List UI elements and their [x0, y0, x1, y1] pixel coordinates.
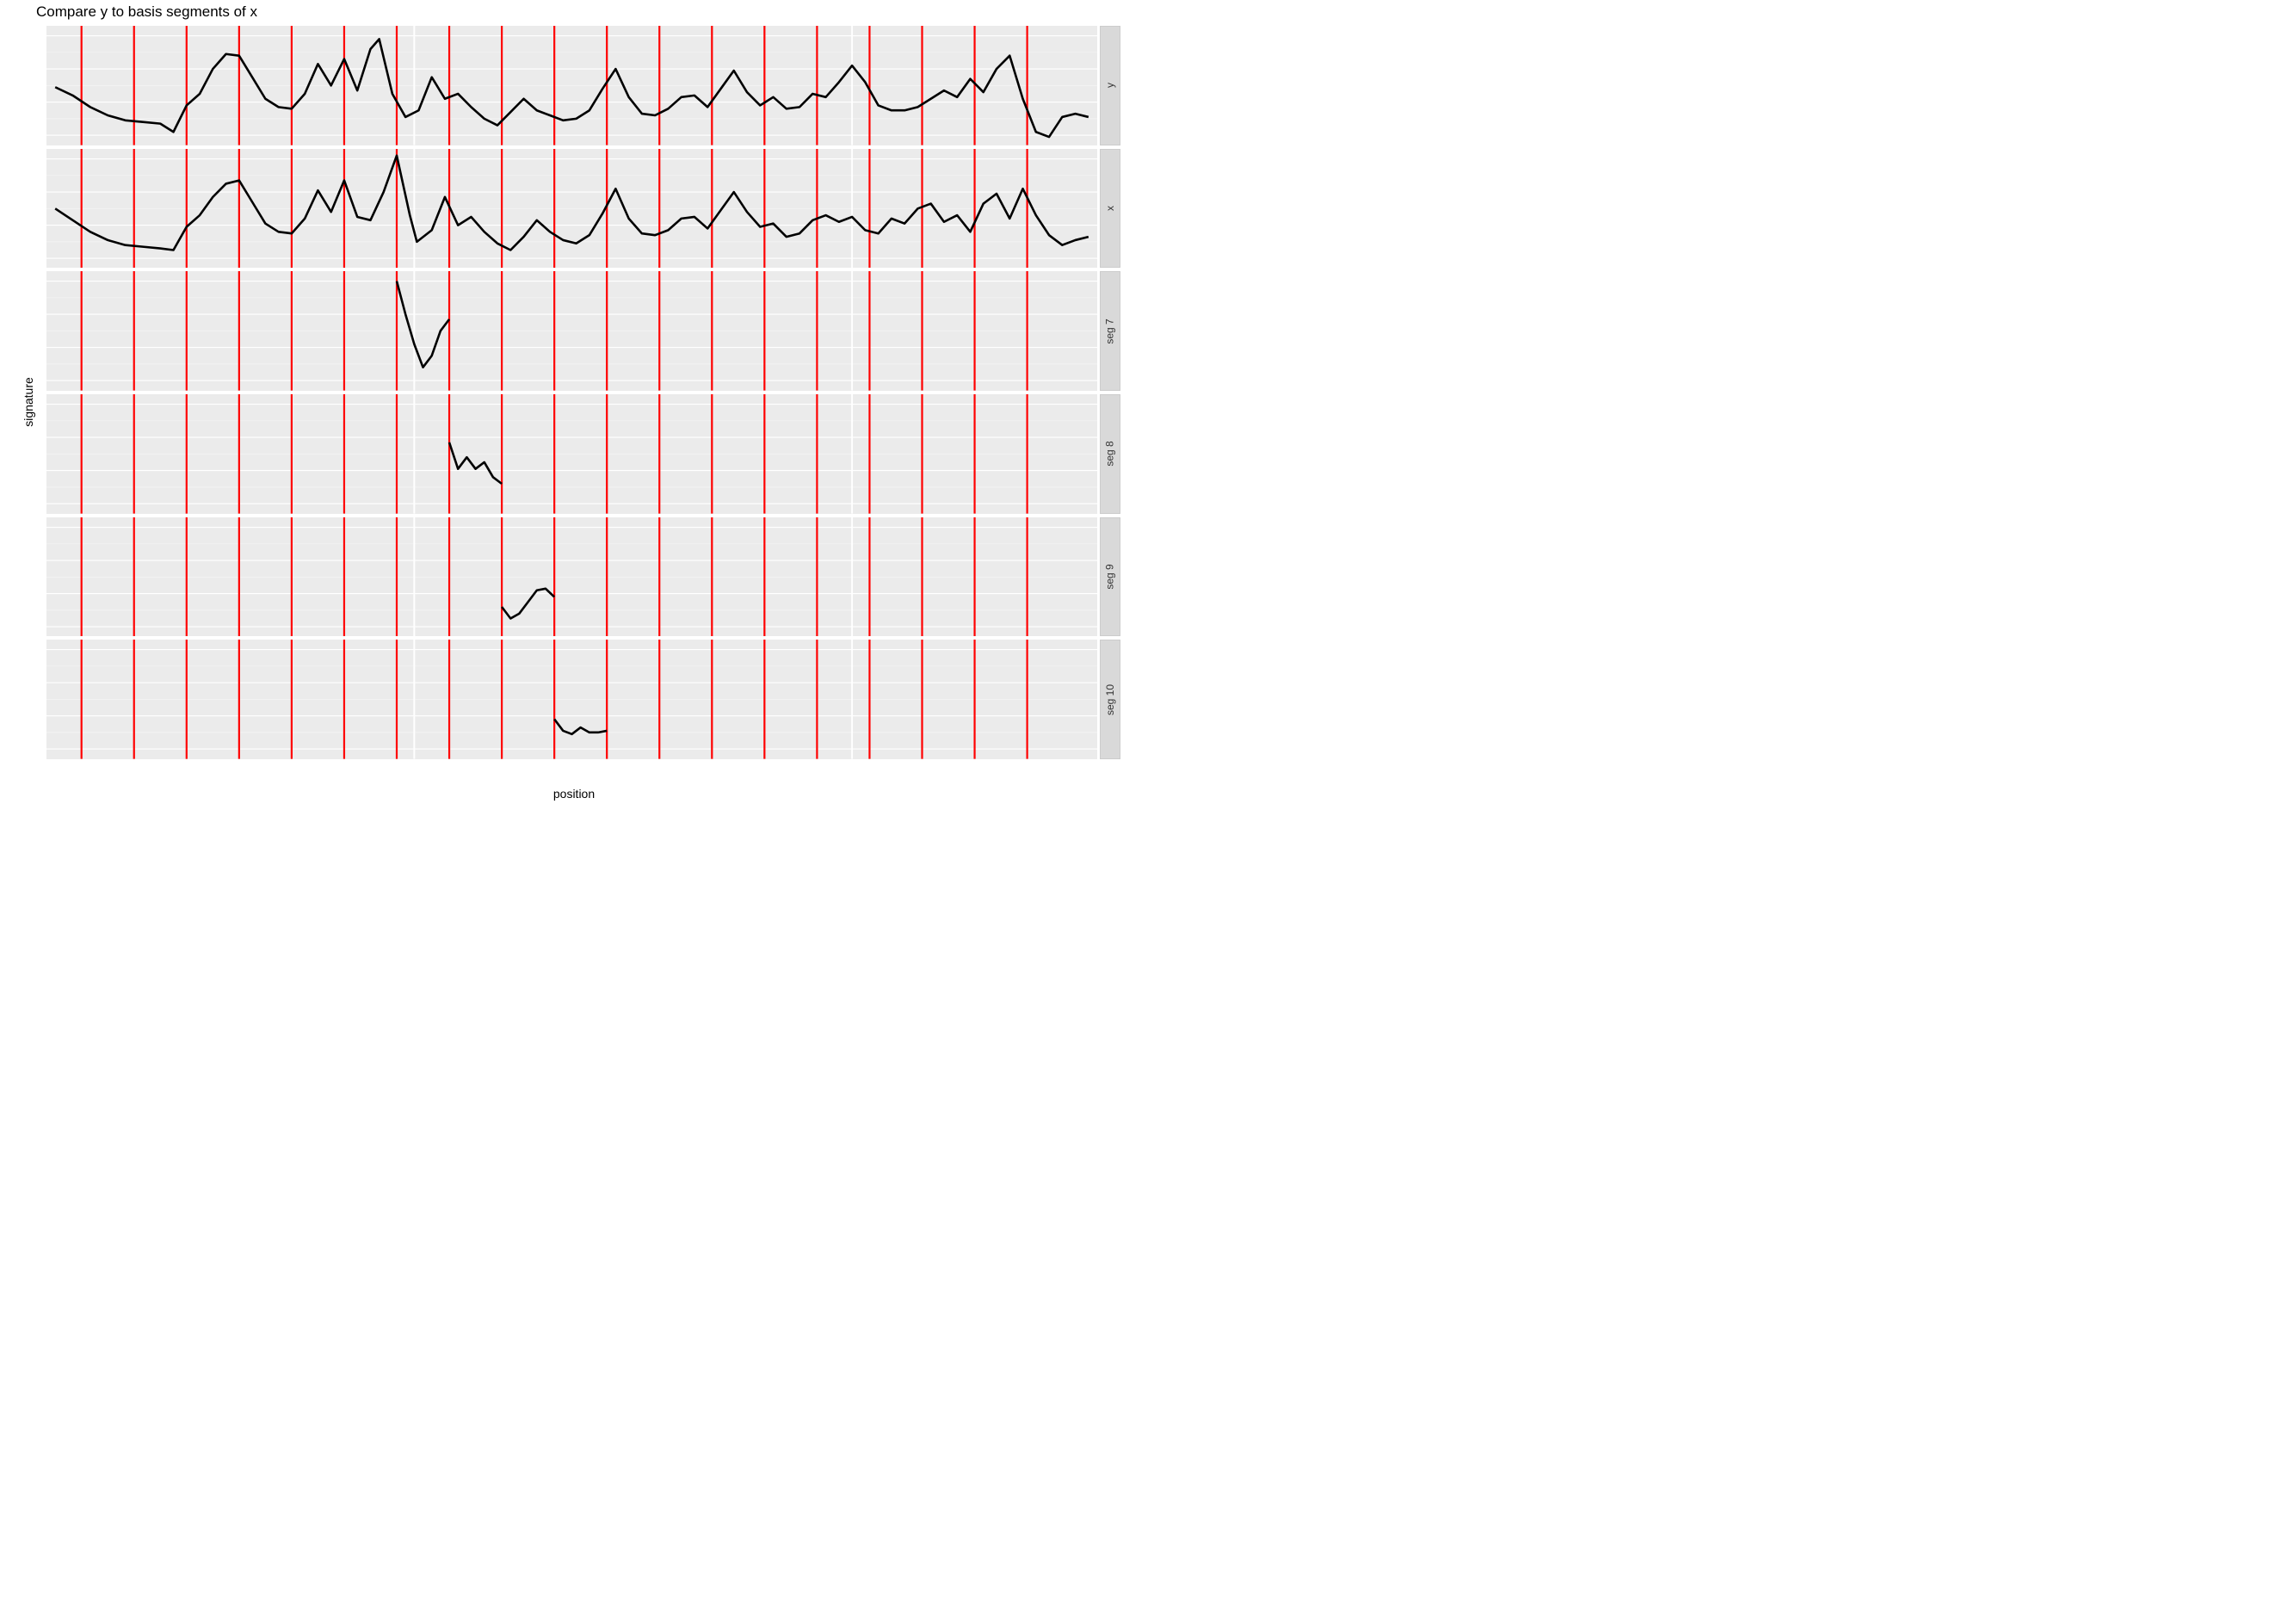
- plot-title: Compare y to basis segments of x: [36, 3, 257, 21]
- facet-strip: x: [1100, 149, 1120, 269]
- facet-strip: seg 8: [1100, 394, 1120, 514]
- facet-panels: -2024 y -2024 x -2024 seg 7 -2024 seg 8 -2024 seg…: [46, 26, 1120, 759]
- x-axis-label: position: [553, 787, 595, 801]
- facet-strip: seg 10: [1100, 640, 1120, 759]
- panel-plot: -2024: [46, 149, 1097, 269]
- figure: Compare y to basis segments of x signatu…: [0, 0, 1148, 804]
- facet-row: -2024 x: [46, 149, 1120, 269]
- series-line: [397, 281, 449, 368]
- series-line: [55, 39, 1089, 137]
- facet-row: -20245001000 seg 10: [46, 640, 1120, 759]
- series-line: [502, 589, 554, 619]
- facet-strip-label: y: [1104, 83, 1116, 88]
- series-line: [449, 442, 502, 484]
- facet-strip-label: seg 8: [1104, 442, 1116, 467]
- facet-row: -2024 seg 9: [46, 517, 1120, 637]
- panel-plot: -2024: [46, 271, 1097, 391]
- facet-row: -2024 seg 8: [46, 394, 1120, 514]
- panel-plot: -20245001000: [46, 640, 1097, 759]
- facet-row: -2024 seg 7: [46, 271, 1120, 391]
- facet-strip: seg 9: [1100, 517, 1120, 637]
- facet-strip-label: seg 7: [1104, 319, 1116, 343]
- facet-strip-label: x: [1104, 206, 1116, 211]
- y-axis-label: signature: [22, 377, 35, 427]
- series-line: [554, 720, 607, 734]
- facet-strip: y: [1100, 26, 1120, 145]
- panel-plot: -2024: [46, 26, 1097, 145]
- series-line: [55, 155, 1089, 250]
- facet-strip-label: seg 9: [1104, 564, 1116, 589]
- facet-row: -2024 y: [46, 26, 1120, 145]
- panel-plot: -2024: [46, 517, 1097, 637]
- facet-strip-label: seg 10: [1104, 684, 1116, 715]
- facet-strip: seg 7: [1100, 271, 1120, 391]
- panel-plot: -2024: [46, 394, 1097, 514]
